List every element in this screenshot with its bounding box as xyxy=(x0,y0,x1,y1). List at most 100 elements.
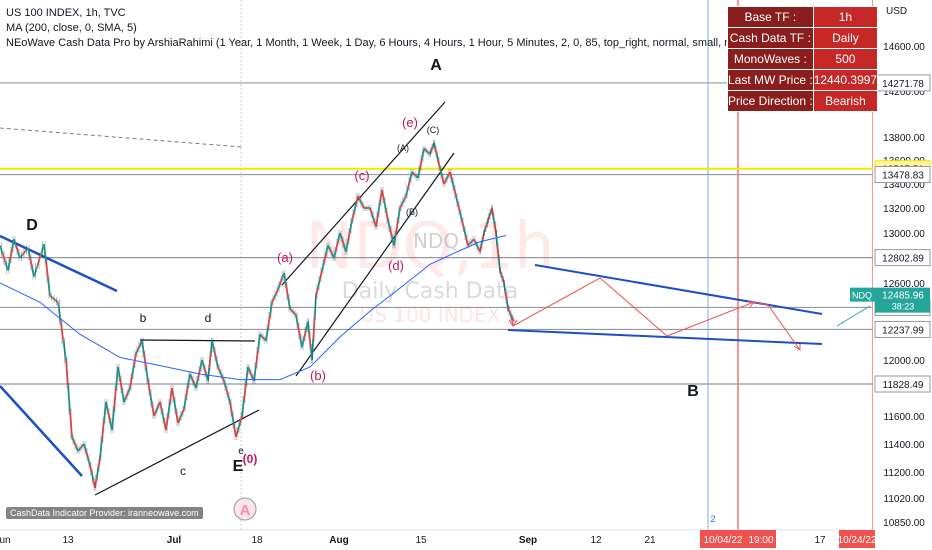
time-tick: 17 xyxy=(814,535,826,546)
wave-label: e xyxy=(238,446,244,457)
info-row: MonoWaves : 500 xyxy=(727,48,879,70)
price-axis[interactable]: 14600.0014200.0013800.0013600.0013400.00… xyxy=(850,0,932,550)
currency-label: USD xyxy=(886,6,908,17)
price-tick: 14600.00 xyxy=(883,42,925,53)
wave-label: B xyxy=(687,383,699,400)
info-key: Last MW Price : xyxy=(727,69,814,91)
info-row: Price Direction : Bearish xyxy=(727,90,879,112)
projection-path xyxy=(504,277,801,351)
wave-label: (d) xyxy=(388,258,404,273)
info-value: Daily xyxy=(812,27,879,49)
price-tick: 10850.00 xyxy=(883,518,925,529)
highlighted-time-bg xyxy=(746,530,776,548)
info-value: 1h xyxy=(812,6,879,28)
wave-label: (C) xyxy=(427,125,440,135)
info-key: Price Direction : xyxy=(727,90,814,112)
watermark-line2: US 100 INDEX xyxy=(360,303,501,327)
time-tick: 13 xyxy=(62,535,74,546)
info-key: Cash Data TF : xyxy=(727,27,814,49)
legend-ma[interactable]: MA (200, close, 0, SMA, 5) xyxy=(6,22,137,34)
price-tick: 13800.00 xyxy=(883,133,925,144)
triangle-upper-line xyxy=(139,339,256,342)
dashed-guide-line xyxy=(0,127,243,148)
price-tag-bg xyxy=(874,249,931,267)
time-axis[interactable]: un 13 Jul 18 Aug 15 Sep 12 21 17 10/04/22 19:00 10/2… xyxy=(0,529,877,550)
highlighted-time-bg xyxy=(700,530,746,548)
highlighted-time: 19:00 xyxy=(748,535,773,546)
current-symbol: NDQ xyxy=(852,291,872,301)
info-row: Last MW Price : 12440.3997 xyxy=(727,69,879,91)
time-tick: 21 xyxy=(644,535,656,546)
price-tick: 12000.00 xyxy=(883,356,925,367)
price-tick: 12600.00 xyxy=(883,279,925,290)
time-axis-bg xyxy=(0,530,873,550)
current-price-tag-bg xyxy=(875,287,930,313)
moving-average-line xyxy=(0,235,507,381)
info-value: 12440.3997 xyxy=(812,69,879,91)
price-tick: 14200.00 xyxy=(883,87,925,98)
price-tick: 11600.00 xyxy=(884,412,925,423)
provider-watermark: CashData Indicator Provider: iranneowave… xyxy=(6,507,203,519)
info-row: Base TF : 1h xyxy=(727,6,879,28)
price-tick: 11200.00 xyxy=(884,468,925,479)
time-tick: 15 xyxy=(415,535,427,546)
price-tag: 11828.49 xyxy=(883,380,924,391)
current-pointer-line xyxy=(836,305,871,327)
time-tick: Sep xyxy=(519,535,537,546)
wave-label: (b) xyxy=(310,368,326,383)
cash-data-info-table: Base TF : 1h Cash Data TF : Daily MonoWa… xyxy=(727,6,879,112)
wave-label: E xyxy=(233,458,244,475)
wave-label: d xyxy=(205,311,212,325)
wave-label: (B) xyxy=(406,207,418,217)
wave-label: D xyxy=(26,217,38,234)
wave-label: c xyxy=(180,464,186,478)
price-series-layer xyxy=(0,139,515,491)
chart-legend: US 100 INDEX, 1h, TVC MA (200, close, 0,… xyxy=(6,6,839,51)
wave-label: (A) xyxy=(397,143,409,153)
wave-label: (0) xyxy=(243,452,258,466)
wave-label: (c) xyxy=(354,168,369,183)
info-key: MonoWaves : xyxy=(727,48,814,70)
time-tick: Jul xyxy=(167,535,182,546)
current-countdown: 38:23 xyxy=(892,302,915,312)
price-tag-bg xyxy=(874,166,931,184)
wave-label: b xyxy=(140,311,147,325)
info-key: Base TF : xyxy=(727,6,814,28)
legend-indicator[interactable]: NEoWave Cash Data Pro by ArshiaRahimi (1… xyxy=(6,37,840,49)
time-tick: 12 xyxy=(590,535,602,546)
trend-line-lower-left xyxy=(0,385,83,477)
price-tick: 11400.00 xyxy=(884,440,925,451)
wave-label: (e) xyxy=(402,115,418,130)
info-value: Bearish xyxy=(812,90,879,112)
price-tick: 13400.00 xyxy=(883,180,925,191)
projection-arrow xyxy=(508,319,518,327)
current-symbol-tag xyxy=(850,287,875,302)
price-tag-bg xyxy=(874,375,931,393)
wave-label: 2 xyxy=(710,514,715,524)
highlighted-time: 10/04/22 xyxy=(704,535,743,546)
highlighted-time-bg xyxy=(839,530,875,548)
highlighted-time: 10/24/22 xyxy=(838,535,877,546)
wave-marker-letter: A xyxy=(240,502,251,519)
time-tick: 18 xyxy=(251,535,263,546)
target-upper-line xyxy=(534,264,823,315)
info-value: 500 xyxy=(812,48,879,70)
symbol-watermark-small: NDQ xyxy=(413,229,459,253)
channel-upper-line xyxy=(281,101,446,286)
price-tick: 13000.00 xyxy=(883,229,925,240)
price-tag: 13478.83 xyxy=(882,171,924,182)
triangle-lower-line xyxy=(94,409,260,496)
price-tick: 13200.00 xyxy=(883,204,925,215)
info-row: Cash Data TF : Daily xyxy=(727,27,879,49)
legend-title[interactable]: US 100 INDEX, 1h, TVC xyxy=(6,7,126,19)
price-tag-bg xyxy=(874,320,931,338)
target-lower-line xyxy=(507,329,823,345)
price-tag: 12237.99 xyxy=(882,325,924,336)
projection-arrow xyxy=(748,301,756,308)
projection-arrow xyxy=(793,344,801,351)
horizontal-price-levels xyxy=(0,82,873,385)
time-tick: Aug xyxy=(329,535,348,546)
wave-label: (a) xyxy=(277,250,293,265)
price-axis-bg xyxy=(873,0,932,550)
